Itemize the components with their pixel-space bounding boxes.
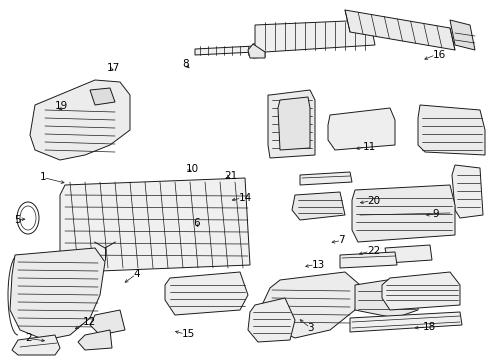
Polygon shape bbox=[252, 43, 264, 58]
Text: 2: 2 bbox=[25, 333, 32, 343]
Polygon shape bbox=[30, 80, 130, 160]
Text: 8: 8 bbox=[182, 59, 188, 69]
Polygon shape bbox=[195, 46, 254, 55]
Text: 17: 17 bbox=[106, 63, 120, 73]
Circle shape bbox=[124, 234, 136, 246]
Polygon shape bbox=[339, 252, 396, 268]
Text: 5: 5 bbox=[15, 215, 21, 225]
Text: 15: 15 bbox=[182, 329, 195, 339]
Polygon shape bbox=[10, 248, 105, 340]
Polygon shape bbox=[12, 335, 60, 355]
Circle shape bbox=[159, 234, 171, 246]
Ellipse shape bbox=[86, 234, 124, 262]
Polygon shape bbox=[278, 97, 309, 150]
Circle shape bbox=[419, 280, 439, 300]
Text: 11: 11 bbox=[362, 142, 375, 152]
Polygon shape bbox=[354, 278, 419, 318]
Polygon shape bbox=[60, 178, 249, 272]
Text: 6: 6 bbox=[193, 218, 200, 228]
Circle shape bbox=[194, 234, 205, 246]
Polygon shape bbox=[417, 105, 484, 155]
Circle shape bbox=[124, 204, 136, 216]
Polygon shape bbox=[327, 108, 394, 150]
Polygon shape bbox=[267, 90, 314, 158]
Polygon shape bbox=[449, 20, 474, 50]
Text: 14: 14 bbox=[238, 193, 251, 203]
Polygon shape bbox=[90, 310, 125, 335]
Text: 13: 13 bbox=[311, 260, 325, 270]
Text: 22: 22 bbox=[366, 246, 379, 256]
Circle shape bbox=[194, 204, 205, 216]
Polygon shape bbox=[247, 44, 264, 58]
Text: 20: 20 bbox=[367, 196, 380, 206]
Polygon shape bbox=[384, 245, 431, 263]
Text: 3: 3 bbox=[306, 323, 313, 333]
Polygon shape bbox=[254, 20, 374, 52]
Text: 7: 7 bbox=[338, 235, 345, 246]
Text: 9: 9 bbox=[432, 209, 439, 219]
Polygon shape bbox=[247, 298, 294, 342]
Polygon shape bbox=[78, 330, 112, 350]
Polygon shape bbox=[291, 192, 345, 220]
Polygon shape bbox=[381, 272, 459, 310]
Polygon shape bbox=[345, 10, 454, 50]
Polygon shape bbox=[451, 165, 482, 218]
Text: 4: 4 bbox=[133, 269, 140, 279]
Circle shape bbox=[159, 204, 171, 216]
Text: 16: 16 bbox=[432, 50, 445, 60]
Polygon shape bbox=[90, 88, 115, 105]
Text: 10: 10 bbox=[185, 164, 199, 174]
Polygon shape bbox=[164, 272, 247, 315]
Ellipse shape bbox=[294, 291, 329, 319]
Polygon shape bbox=[262, 272, 359, 338]
Polygon shape bbox=[351, 185, 454, 242]
Text: 18: 18 bbox=[422, 322, 435, 332]
Text: 19: 19 bbox=[55, 101, 68, 111]
Polygon shape bbox=[349, 312, 461, 332]
Text: 21: 21 bbox=[224, 171, 237, 181]
Polygon shape bbox=[299, 172, 351, 185]
Text: 12: 12 bbox=[83, 317, 96, 327]
Text: 1: 1 bbox=[40, 172, 47, 183]
